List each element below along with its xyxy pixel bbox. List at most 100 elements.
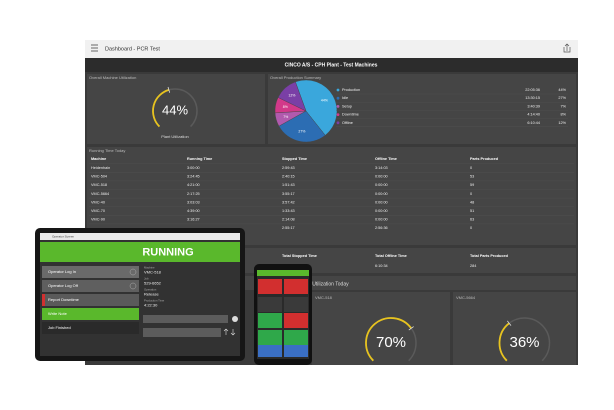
table-cell: 4:39:00 — [187, 209, 200, 213]
phone-tile[interactable] — [258, 279, 282, 294]
phone-tile[interactable] — [284, 279, 308, 294]
table-cell: 0:00:00 — [375, 192, 388, 196]
legend-percent: 12% — [558, 121, 566, 125]
top-bar — [85, 40, 578, 58]
table-cell: VMC-70 — [91, 209, 105, 213]
field-value: Release — [144, 292, 159, 297]
total-label: Total Stopped Time — [282, 254, 317, 258]
column-header: Parts Produced — [470, 157, 499, 161]
phone-tile[interactable] — [284, 297, 308, 312]
gauge-value: 44% — [162, 102, 188, 117]
legend-dot — [336, 88, 340, 92]
gauge-value: 70% — [376, 334, 406, 351]
legend-name: Idle — [342, 96, 348, 100]
table-cell: 63 — [470, 218, 474, 222]
phone-tile[interactable] — [258, 313, 282, 328]
table-cell: 2:55:17 — [282, 226, 295, 230]
gauge-caption: Plant Utilization — [161, 134, 189, 139]
total-label: Total Offline Time — [375, 254, 407, 258]
gauge-arc — [498, 322, 510, 362]
panel-title: Running Time Today — [89, 148, 125, 153]
pie-slice — [295, 79, 338, 136]
legend-time: 3:40:39 — [527, 104, 540, 108]
phone-tile[interactable] — [258, 330, 282, 345]
confirm-icon[interactable] — [232, 316, 238, 322]
machine-name: VMC-518 — [315, 295, 333, 300]
table-cell: 3:03:03 — [187, 200, 200, 204]
table-cell: 2:14:08 — [282, 218, 295, 222]
panel-title: Overall Machine Utilization — [89, 75, 136, 80]
action-button[interactable]: Job Finished — [42, 322, 139, 334]
status-text: RUNNING — [142, 246, 193, 258]
phone-tile[interactable] — [258, 297, 282, 312]
table-cell: 1:51:43 — [282, 183, 295, 187]
legend-name: Offline — [342, 121, 353, 125]
share-icon — [563, 43, 571, 53]
table-cell: 2:56:36 — [375, 226, 388, 230]
column-header: Stopped Time — [282, 157, 307, 161]
pie-label: 44% — [321, 99, 328, 103]
button-icon — [129, 282, 137, 290]
phone-tile[interactable] — [258, 345, 282, 357]
machine-panel — [312, 292, 450, 365]
table-cell: 51 — [470, 209, 474, 213]
column-header: Machine — [91, 157, 106, 161]
table-cell: 0 — [470, 166, 472, 170]
legend-percent: 8% — [561, 113, 567, 117]
action-button[interactable]: Operator Log In — [42, 266, 139, 278]
table-cell: 3:55:17 — [282, 192, 295, 196]
legend-name: Production — [342, 88, 360, 92]
legend-time: 4:14:40 — [527, 113, 540, 117]
column-header: Running Time — [187, 157, 212, 161]
dashboard-title: Dashboard - PCR Test — [105, 46, 160, 52]
table-cell: 0:00:00 — [375, 200, 388, 204]
gauge-needle — [408, 326, 414, 331]
table-cell: 3:00:00 — [187, 166, 200, 170]
button-label: Operator Log In — [48, 269, 76, 274]
legend-percent: 44% — [558, 88, 566, 92]
phone-tile[interactable] — [284, 313, 308, 328]
table-cell: 4:21:00 — [187, 183, 200, 187]
legend-dot — [336, 105, 340, 108]
total-value: 284 — [470, 264, 476, 268]
phone-tile[interactable] — [284, 330, 308, 345]
total-label: Total Parts Produced — [470, 254, 509, 258]
field-label: Machine — [144, 266, 155, 270]
desktop-screen: Dashboard - PCR Test CINCO A/S - CPH Plan… — [85, 40, 578, 365]
legend-time: 22:05:36 — [525, 88, 540, 92]
table-cell: VMC-5664 — [91, 192, 109, 196]
table-cell: 0:00:00 — [375, 175, 388, 179]
table-cell: 53 — [470, 175, 474, 179]
table-cell: 59 — [470, 183, 474, 187]
table-cell: 48 — [470, 200, 474, 204]
button-label: Operator Log Off — [48, 283, 79, 288]
status-banner — [40, 242, 240, 262]
phone-tile[interactable] — [284, 345, 308, 357]
input-bar[interactable] — [143, 328, 221, 337]
button-bg — [42, 294, 139, 306]
pie-slice — [278, 110, 326, 143]
pie-label: 7% — [283, 115, 288, 119]
legend-percent: 27% — [558, 96, 566, 100]
field-value: 4:22:30 — [144, 303, 158, 308]
table-cell: VMC-40 — [91, 200, 105, 204]
table-cell: VMC-504 — [91, 175, 107, 179]
pie-label: 27% — [298, 130, 305, 134]
button-label: Write Note — [48, 311, 68, 316]
action-button[interactable]: Write Note — [42, 308, 139, 320]
action-button[interactable]: Report Downtime — [42, 294, 139, 306]
input-bar[interactable] — [143, 315, 228, 323]
table-cell: 0 — [470, 192, 472, 196]
table-cell: 0:00:00 — [375, 183, 388, 187]
table-cell: VMC-90 — [91, 218, 105, 222]
table-cell: 2:59:43 — [282, 166, 295, 170]
header-strip — [85, 58, 578, 72]
action-button[interactable]: Operator Log Off — [42, 280, 139, 292]
legend-percent: 7% — [561, 104, 567, 108]
button-bg — [42, 280, 139, 292]
table-cell: 3:57:42 — [282, 200, 295, 204]
arrow-icons — [223, 328, 236, 336]
button-bg — [42, 308, 139, 320]
phone-topbar — [257, 270, 309, 276]
tablet: Operator Screen RUNNING Operator Log In Ope… — [35, 228, 245, 361]
